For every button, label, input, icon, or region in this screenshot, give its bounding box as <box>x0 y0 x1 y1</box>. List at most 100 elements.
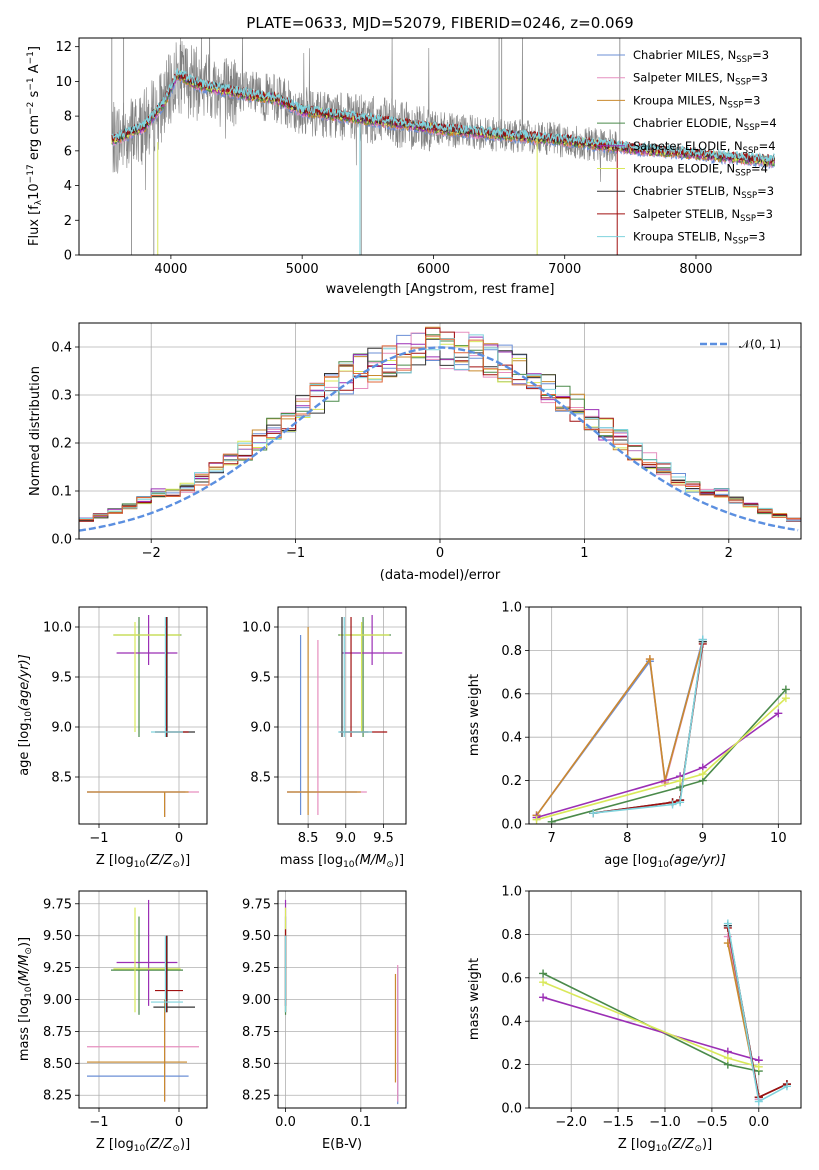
histogram-step <box>79 334 801 539</box>
y-tick-label: 8.50 <box>43 1057 72 1072</box>
y-tick-label: 0.6 <box>501 687 522 702</box>
cross-salpeter-miles <box>87 791 199 817</box>
x-tick-label: 10 <box>770 831 787 846</box>
series-point <box>676 798 685 807</box>
series-point <box>539 993 548 1002</box>
histogram-legend: 𝒩(0, 1) <box>700 337 781 351</box>
cross-marks <box>87 899 199 1102</box>
y-axis-label: age [log10(age/yr)] <box>17 654 34 776</box>
x-tick-label: 6000 <box>417 262 450 277</box>
cross-chabrier-stelib <box>153 935 195 1013</box>
y-tick-label: 1.0 <box>501 601 522 616</box>
series-kroupa-elodie <box>532 694 790 824</box>
x-tick-label: −1 <box>89 831 108 846</box>
y-tick-label: 10 <box>55 75 72 90</box>
y-tick-label: 9.25 <box>242 961 271 976</box>
x-tick-label: 0 <box>436 546 444 561</box>
weight-lines <box>539 919 791 1106</box>
series-point <box>754 1097 763 1106</box>
cross-chabrier-elodie <box>111 916 183 1015</box>
y-tick-label: 6 <box>64 144 72 159</box>
series-kroupa-miles <box>723 939 763 1102</box>
spectrum-lines <box>111 38 775 255</box>
age-vs-Z-panel: −1 0 8.5 9.0 9.5 10.0 <box>43 606 208 846</box>
series-point <box>539 978 548 987</box>
x-tick-label: 9 <box>699 831 707 846</box>
data-spectrum <box>111 38 618 191</box>
series-line <box>593 643 704 814</box>
mass-vs-EBV-panel: 0.0 0.1 8.25 8.50 8.75 9.00 9.25 9.50 9.75 <box>242 890 407 1130</box>
x-axis-label: Z [log10(Z/Z⊙)] <box>96 1137 190 1154</box>
cross-kroupa-stelib <box>338 617 373 737</box>
cross-chabrier-miles <box>87 791 186 817</box>
y-tick-label: 0.4 <box>501 1015 522 1030</box>
y-tick-label: 10.0 <box>43 621 72 636</box>
series-kroupa-stelib <box>723 919 791 1106</box>
x-axis-label: Z [log10(Z/Z⊙)] <box>618 1137 712 1154</box>
series-point <box>781 685 790 694</box>
y-tick-label: 0.8 <box>501 928 522 943</box>
x-tick-label: 1 <box>580 546 588 561</box>
y-tick-label: 8.5 <box>250 771 271 786</box>
series-point <box>723 919 732 928</box>
axes-frame <box>78 606 208 825</box>
chart-title: PLATE=0633, MJD=52079, FIBERID=0246, z=0… <box>246 14 633 32</box>
x-tick-label: −1.0 <box>649 1115 681 1130</box>
series-line <box>535 641 704 816</box>
legend-entry: 𝒩(0, 1) <box>739 337 781 351</box>
y-tick-label: 10.0 <box>242 621 271 636</box>
series-point <box>645 655 654 664</box>
y-tick-label: 0 <box>64 249 72 264</box>
legend-entry: Chabrier STELIB, NSSP=3 <box>633 184 774 201</box>
y-tick-label: 9.75 <box>43 897 72 912</box>
y-tick-label: 0.2 <box>501 1058 522 1073</box>
series-line <box>542 972 759 1072</box>
cross-kroupa-stelib <box>151 935 183 1013</box>
y-tick-label: 9.50 <box>43 929 72 944</box>
axes-frame <box>528 606 802 825</box>
spectrum-legend: Chabrier MILES, NSSP=3 Salpeter MILES, NS… <box>597 48 777 247</box>
series-kroupa-elodie <box>539 978 763 1071</box>
series-point <box>782 1082 791 1091</box>
weight-lines <box>532 635 790 824</box>
histogram-panel: −2 −1 0 1 2 0.0 0.1 0.2 0.3 0.4 <box>51 322 802 561</box>
cross-salpeter-elodie <box>342 615 403 665</box>
y-tick-label: 9.0 <box>51 721 72 736</box>
x-tick-label: −2.0 <box>555 1115 587 1130</box>
y-tick-label: 8.5 <box>51 771 72 786</box>
x-tick-label: −1.5 <box>602 1115 634 1130</box>
cross-kroupa-elodie <box>113 622 181 732</box>
y-tick-label: 0.6 <box>501 971 522 986</box>
cross-salpeter-miles <box>87 999 199 1102</box>
x-tick-label: 7 <box>548 831 556 846</box>
weight-vs-age-panel: 7 8 9 10 0.0 0.2 0.4 0.6 0.8 1.0 <box>501 601 802 846</box>
legend-entry: Chabrier ELODIE, NSSP=4 <box>633 116 777 133</box>
x-axis-label: age [log10(age/yr)] <box>604 853 726 870</box>
y-tick-label: 9.5 <box>250 671 271 686</box>
x-tick-label: −2 <box>142 546 161 561</box>
cross-chabrier-miles <box>287 635 358 815</box>
legend-entry: Chabrier MILES, NSSP=3 <box>633 48 769 65</box>
y-tick-label: 8.50 <box>242 1057 271 1072</box>
y-tick-label: 1.0 <box>501 885 522 900</box>
histogram-step <box>79 335 801 539</box>
y-tick-label: 2 <box>64 214 72 229</box>
series-salpeter-stelib <box>723 923 791 1102</box>
cross-marks <box>87 615 199 817</box>
cross-kroupa-stelib <box>151 617 183 737</box>
x-tick-label: 0.1 <box>350 1115 371 1130</box>
x-tick-label: −0.5 <box>696 1115 728 1130</box>
cross-salpeter-elodie <box>116 615 178 665</box>
x-tick-label: 8000 <box>679 262 712 277</box>
series-point <box>698 635 707 644</box>
x-tick-label: 0.0 <box>748 1115 769 1130</box>
series-point <box>781 694 790 703</box>
y-tick-label: 8.75 <box>242 1025 271 1040</box>
y-tick-label: 9.00 <box>242 993 271 1008</box>
series-kroupa-stelib <box>589 635 707 818</box>
cross-salpeter-stelib <box>155 935 183 1013</box>
cross-kroupa-miles <box>87 791 189 817</box>
y-tick-label: 9.75 <box>242 897 271 912</box>
y-tick-label: 0.1 <box>51 485 72 500</box>
series-line <box>542 981 760 1068</box>
